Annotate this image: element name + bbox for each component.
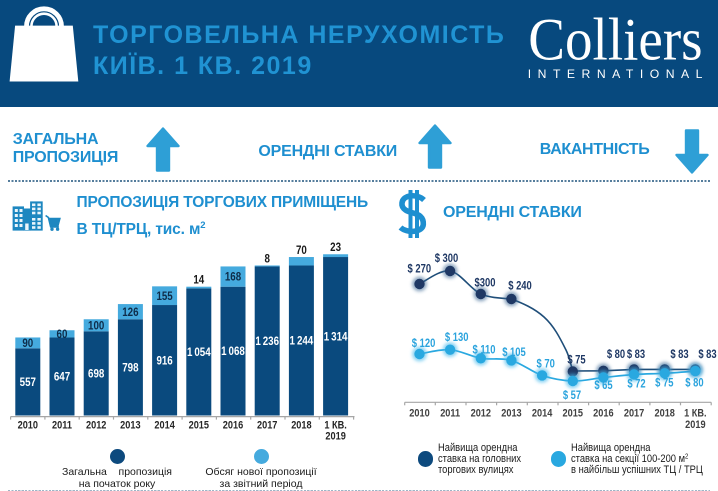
svg-text:1 КВ.: 1 КВ. — [684, 408, 707, 420]
svg-text:2015: 2015 — [563, 408, 584, 420]
svg-text:1 244: 1 244 — [290, 335, 314, 348]
svg-text:90: 90 — [22, 337, 33, 350]
svg-text:647: 647 — [54, 371, 70, 384]
svg-text:1 236: 1 236 — [255, 335, 279, 348]
svg-text:$300: $300 — [475, 277, 496, 290]
svg-text:2016: 2016 — [593, 408, 614, 420]
svg-text:2011: 2011 — [440, 408, 460, 420]
svg-text:2013: 2013 — [501, 408, 522, 420]
svg-text:798: 798 — [122, 362, 138, 375]
svg-text:70: 70 — [296, 244, 307, 257]
svg-text:2012: 2012 — [471, 408, 492, 420]
svg-text:$ 120: $ 120 — [412, 337, 436, 350]
svg-text:2017: 2017 — [257, 420, 278, 432]
svg-text:2016: 2016 — [223, 420, 244, 432]
svg-text:$ 83: $ 83 — [698, 348, 716, 361]
svg-text:2013: 2013 — [120, 420, 141, 432]
svg-text:2011: 2011 — [52, 420, 72, 432]
svg-text:60: 60 — [57, 328, 68, 341]
svg-text:126: 126 — [122, 306, 138, 319]
svg-text:$ 270: $ 270 — [408, 263, 432, 276]
svg-text:$ 75: $ 75 — [567, 354, 585, 367]
svg-text:$ 110: $ 110 — [472, 344, 495, 357]
svg-text:23: 23 — [330, 241, 341, 254]
svg-text:$ 83: $ 83 — [670, 348, 688, 361]
svg-text:$ 80: $ 80 — [685, 377, 703, 390]
svg-text:$ 57: $ 57 — [563, 389, 581, 402]
svg-text:557: 557 — [20, 376, 36, 389]
svg-text:698: 698 — [88, 368, 104, 381]
svg-text:2014: 2014 — [154, 420, 175, 432]
svg-text:2015: 2015 — [189, 420, 210, 432]
svg-text:2010: 2010 — [409, 408, 430, 420]
svg-text:155: 155 — [156, 290, 172, 303]
svg-text:2018: 2018 — [291, 420, 312, 432]
svg-text:2014: 2014 — [532, 408, 553, 420]
svg-text:$ 65: $ 65 — [594, 379, 612, 392]
svg-text:$ 70: $ 70 — [537, 358, 555, 371]
svg-text:$ 75: $ 75 — [655, 377, 673, 390]
svg-text:$ 72: $ 72 — [627, 378, 645, 391]
svg-text:2019: 2019 — [685, 419, 706, 431]
svg-text:2010: 2010 — [18, 420, 39, 432]
svg-text:2017: 2017 — [624, 408, 645, 420]
svg-text:2018: 2018 — [654, 408, 675, 420]
svg-text:Colliers: Colliers — [528, 5, 702, 73]
svg-text:$ 105: $ 105 — [502, 346, 526, 359]
svg-text:168: 168 — [225, 271, 241, 284]
svg-text:1 КВ.: 1 КВ. — [324, 420, 347, 432]
svg-text:1 068: 1 068 — [221, 346, 245, 359]
svg-text:1 054: 1 054 — [187, 346, 211, 359]
svg-text:$ 300: $ 300 — [435, 252, 459, 265]
svg-text:8: 8 — [264, 253, 269, 266]
svg-text:916: 916 — [156, 355, 172, 368]
svg-text:2019: 2019 — [325, 431, 346, 443]
svg-text:$ 130: $ 130 — [445, 331, 469, 344]
svg-text:1 314: 1 314 — [324, 331, 348, 344]
svg-text:14: 14 — [193, 274, 204, 287]
svg-text:100: 100 — [88, 320, 104, 333]
svg-text:$ 80: $ 80 — [607, 348, 625, 361]
svg-text:$ 83: $ 83 — [627, 348, 645, 361]
svg-text:2012: 2012 — [86, 420, 107, 432]
svg-text:$ 240: $ 240 — [508, 279, 532, 292]
